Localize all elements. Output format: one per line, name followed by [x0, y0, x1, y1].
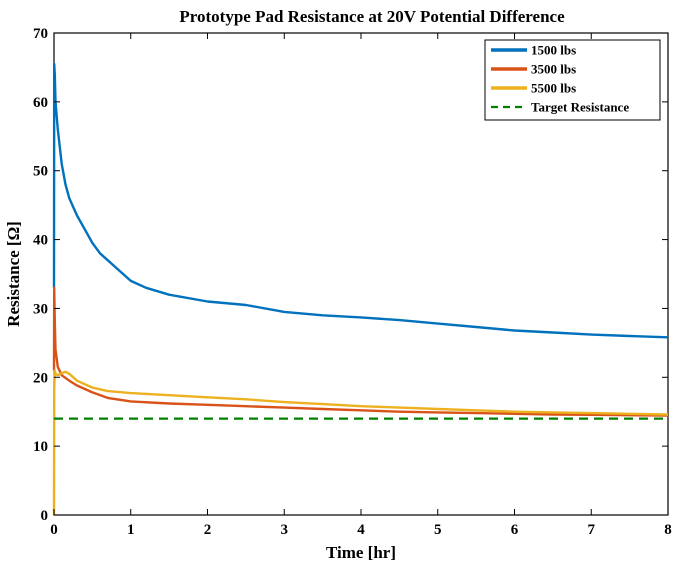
y-tick-label: 0	[41, 508, 49, 524]
legend-label: 3500 lbs	[531, 62, 576, 77]
y-tick-label: 10	[33, 439, 48, 455]
y-tick-label: 20	[33, 370, 48, 386]
y-tick-label: 60	[33, 95, 48, 111]
x-tick-label: 4	[357, 522, 365, 538]
x-tick-label: 7	[588, 522, 596, 538]
series-line-2	[52, 369, 669, 516]
chart-title: Prototype Pad Resistance at 20V Potentia…	[179, 7, 565, 26]
series-layer	[52, 62, 669, 516]
legend-label: 1500 lbs	[531, 43, 576, 58]
x-axis-label: Time [hr]	[326, 543, 396, 562]
series-line-0	[52, 62, 669, 339]
x-tick-label: 3	[281, 522, 289, 538]
tick-labels: 0 1 2 3 4 5 6 7 8 0 10 20 30 40 50 60 70	[33, 26, 672, 538]
x-tick-label: 6	[511, 522, 519, 538]
y-tick-label: 30	[33, 301, 48, 317]
x-tick-label: 1	[127, 522, 135, 538]
legend-label: 5500 lbs	[531, 81, 576, 96]
axis-ticks	[53, 32, 669, 516]
x-tick-label: 5	[434, 522, 442, 538]
x-tick-label: 2	[204, 522, 212, 538]
y-axis-label: Resistance [Ω]	[4, 221, 23, 327]
legend-box	[484, 39, 661, 121]
y-tick-label: 70	[33, 26, 48, 42]
legend-label: Target Resistance	[531, 100, 629, 115]
legend: 1500 lbs 3500 lbs 5500 lbs Target Resistanc…	[484, 39, 661, 121]
y-tick-label: 50	[33, 164, 48, 180]
y-tick-label: 40	[33, 233, 48, 249]
x-tick-label: 0	[50, 522, 58, 538]
series-line-1	[52, 286, 669, 417]
x-tick-label: 8	[664, 522, 672, 538]
